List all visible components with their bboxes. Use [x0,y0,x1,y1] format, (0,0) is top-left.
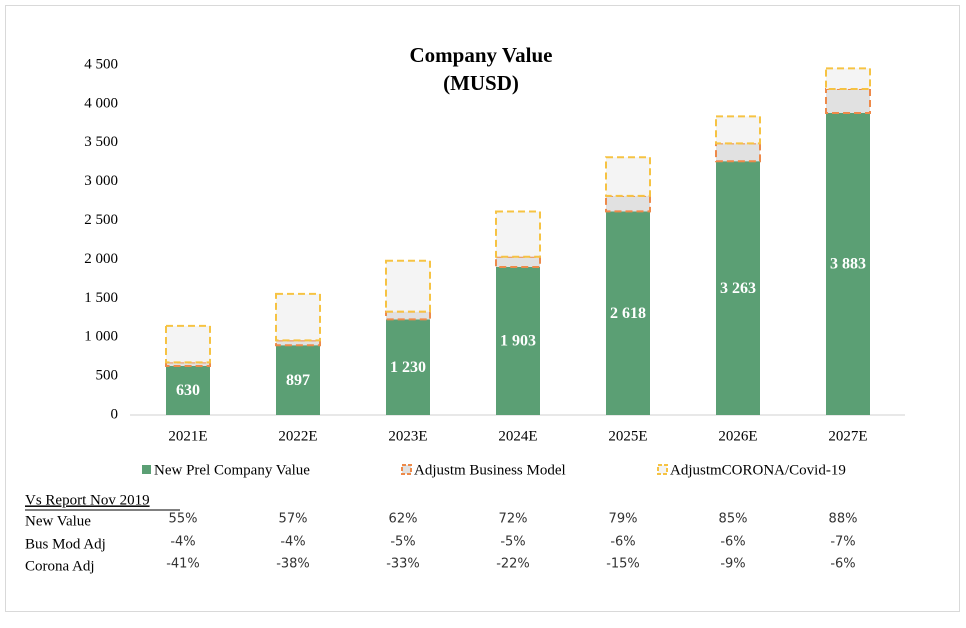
y-tick-label: 2 500 [84,212,118,228]
y-tick-label: 1 500 [84,290,118,306]
x-tick-label: 2023E [388,428,427,444]
table-cell: -6% [720,535,745,550]
table-cell: -41% [166,557,200,572]
table-title: Vs Report Nov 2019 [25,492,150,508]
bar-segment [606,211,650,415]
bar-segment [715,142,761,163]
table-cell: -4% [170,535,195,550]
y-tick-label: 500 [96,368,119,384]
bar-segment [385,310,431,321]
frame [5,5,960,612]
table-cell: 57% [279,512,308,527]
x-tick-label: 2021E [168,428,207,444]
bar-segment [825,87,871,114]
y-tick-label: 3 000 [84,173,118,189]
bar-segment [605,156,651,197]
table-cell: -4% [280,535,305,550]
legend-swatch [142,465,151,474]
table-cell: 85% [719,512,748,527]
table-cell: -5% [390,535,415,550]
x-tick-label: 2025E [608,428,647,444]
y-tick-label: 3 500 [84,134,118,150]
table-cell: -33% [386,557,420,572]
y-tick-label: 0 [111,406,119,422]
bar-segment [276,345,320,415]
x-tick-label: 2024E [498,428,537,444]
table-cell: -6% [830,557,855,572]
chart-subtitle: (MUSD) [443,71,519,95]
row-label: Bus Mod Adj [25,536,106,552]
data-label: 3 883 [830,256,866,273]
legend-swatch [401,464,412,475]
x-tick-label: 2027E [828,428,867,444]
bar-segment [495,210,541,258]
row-label: New Value [25,513,91,529]
table-cell: 79% [609,512,638,527]
bar-segment [166,366,210,415]
table-cell: -5% [500,535,525,550]
data-label: 1 903 [500,333,536,350]
data-label: 897 [286,372,310,389]
table-cell: -6% [610,535,635,550]
bar-segment [826,112,870,415]
table-cell: -22% [496,557,530,572]
x-tick-label: 2022E [278,428,317,444]
legend-swatch [657,464,668,475]
table-cell: 88% [829,512,858,527]
bar-segment [386,319,430,415]
bar-segment [165,324,211,364]
table-cell: 55% [169,512,198,527]
legend-label: Adjustm Business Model [414,462,566,478]
y-tick-label: 2 000 [84,251,118,267]
y-tick-label: 1 000 [84,329,118,345]
data-label: 2 618 [610,305,646,322]
table-cell: -7% [830,535,855,550]
data-label: 3 263 [720,280,756,297]
legend-label: AdjustmCORONA/Covid-19 [670,462,846,478]
table-cell: 62% [389,512,418,527]
bar-segment [825,67,871,90]
bar-segment [496,266,540,415]
bar-segment [605,194,651,213]
y-tick-label: 4 000 [84,95,118,111]
table-cell: -9% [720,557,745,572]
table-cell: 72% [499,512,528,527]
chart-title: Company Value [410,43,553,67]
x-tick-label: 2026E [718,428,757,444]
row-label: Corona Adj [25,558,95,574]
bar-segment [495,255,541,268]
bar-segment [716,161,760,415]
data-label: 1 230 [390,359,426,376]
data-label: 630 [176,382,200,399]
bar-segment [385,259,431,313]
table-cell: -38% [276,557,310,572]
bar-segment [275,292,321,342]
y-tick-label: 4 500 [84,56,118,72]
table-cell: -15% [606,557,640,572]
bar-segment [715,115,761,145]
legend-label: New Prel Company Value [154,462,310,478]
